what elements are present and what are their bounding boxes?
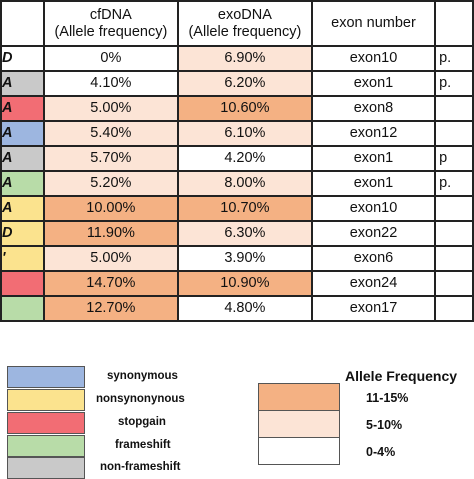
legend-label: nonsynonynous: [96, 393, 185, 405]
table-row: A 5.40% 6.10% exon12: [0, 120, 474, 147]
table-row: D 11.90% 6.30% exon22: [0, 220, 474, 247]
variant-color-cell: [0, 270, 45, 297]
cfdna-frequency-cell: 5.00%: [42, 95, 179, 122]
legend-label: stopgain: [118, 416, 166, 428]
header-exodna-line2: (Allele frequency): [188, 23, 302, 40]
exodna-frequency-cell: 6.10%: [176, 120, 313, 147]
exon-number-cell: exon10: [310, 195, 437, 222]
exodna-frequency-cell: 10.70%: [176, 195, 313, 222]
exodna-frequency-cell: 10.60%: [176, 95, 313, 122]
legend-swatch: [7, 366, 85, 388]
cfdna-frequency-cell: 11.90%: [42, 220, 179, 247]
exon-number-cell: exon10: [310, 45, 437, 72]
variant-table: cfDNA (Allele frequency) exoDNA (Allele …: [0, 0, 474, 322]
header-cfdna-line2: (Allele frequency): [54, 23, 168, 40]
protein-change-cell: [434, 245, 474, 272]
protein-change-cell: [434, 195, 474, 222]
protein-change-cell: [434, 120, 474, 147]
cfdna-frequency-cell: 5.70%: [42, 145, 179, 172]
exon-number-cell: exon24: [310, 270, 437, 297]
cfdna-frequency-cell: 0%: [42, 45, 179, 72]
exon-number-cell: exon17: [310, 295, 437, 322]
cfdna-frequency-cell: 14.70%: [42, 270, 179, 297]
exodna-frequency-cell: 6.90%: [176, 45, 313, 72]
exon-number-cell: exon22: [310, 220, 437, 247]
allele-frequency-legend-title: Allele Frequency: [345, 368, 458, 384]
protein-change-cell: [434, 270, 474, 297]
header-exodna-line1: exoDNA: [217, 6, 272, 23]
legend-swatch: [7, 435, 85, 457]
header-exodna: exoDNA (Allele frequency): [176, 0, 313, 47]
table-row: A 5.20% 8.00% exon1 p.: [0, 170, 474, 197]
table-row: A 5.00% 10.60% exon8: [0, 95, 474, 122]
exodna-frequency-cell: 6.20%: [176, 70, 313, 97]
variant-color-cell: D: [0, 45, 45, 72]
variant-color-cell: [0, 295, 45, 322]
protein-change-cell: p.: [434, 45, 474, 72]
legend-label: frameshift: [115, 439, 171, 451]
header-cfdna: cfDNA (Allele frequency): [42, 0, 179, 47]
header-blank-left: [0, 0, 45, 47]
header-exon-number: exon number: [310, 0, 437, 47]
af-legend-swatch: [258, 383, 340, 411]
legend-label: synonymous: [107, 370, 178, 382]
exodna-frequency-cell: 6.30%: [176, 220, 313, 247]
af-legend-label: 5-10%: [366, 418, 403, 432]
exodna-frequency-cell: 3.90%: [176, 245, 313, 272]
table-row: 14.70% 10.90% exon24: [0, 270, 474, 297]
cfdna-frequency-cell: 5.40%: [42, 120, 179, 147]
table-row: ' 5.00% 3.90% exon6: [0, 245, 474, 272]
af-legend-swatch: [258, 437, 340, 465]
legend-label: non-frameshift: [100, 461, 181, 473]
exon-number-cell: exon1: [310, 70, 437, 97]
af-legend-label: 0-4%: [366, 445, 396, 459]
cfdna-frequency-cell: 4.10%: [42, 70, 179, 97]
legend-swatch: [7, 457, 85, 479]
exodna-frequency-cell: 8.00%: [176, 170, 313, 197]
protein-change-cell: p: [434, 145, 474, 172]
variant-color-cell: A: [0, 170, 45, 197]
table-row: D 0% 6.90% exon10 p.: [0, 45, 474, 72]
exon-number-cell: exon12: [310, 120, 437, 147]
exodna-frequency-cell: 4.20%: [176, 145, 313, 172]
exodna-frequency-cell: 10.90%: [176, 270, 313, 297]
exodna-frequency-cell: 4.80%: [176, 295, 313, 322]
exon-number-cell: exon6: [310, 245, 437, 272]
legend-swatch: [7, 389, 85, 411]
cfdna-frequency-cell: 5.00%: [42, 245, 179, 272]
legend-swatch: [7, 412, 85, 434]
protein-change-cell: [434, 295, 474, 322]
af-legend-label: 11-15%: [366, 391, 409, 405]
protein-change-cell: [434, 220, 474, 247]
variant-color-cell: A: [0, 195, 45, 222]
cfdna-frequency-cell: 12.70%: [42, 295, 179, 322]
af-legend-swatch: [258, 410, 340, 438]
exon-number-cell: exon8: [310, 95, 437, 122]
table-row: 12.70% 4.80% exon17: [0, 295, 474, 322]
protein-change-cell: [434, 95, 474, 122]
protein-change-cell: p.: [434, 70, 474, 97]
header-blank-right: [434, 0, 474, 47]
variant-color-cell: A: [0, 95, 45, 122]
table-header-row: cfDNA (Allele frequency) exoDNA (Allele …: [0, 0, 474, 47]
variant-color-cell: ': [0, 245, 45, 272]
exon-number-cell: exon1: [310, 145, 437, 172]
header-cfdna-line1: cfDNA: [89, 6, 132, 23]
variant-color-cell: A: [0, 70, 45, 97]
variant-color-cell: D: [0, 220, 45, 247]
variant-color-cell: A: [0, 145, 45, 172]
exon-number-cell: exon1: [310, 170, 437, 197]
table-row: A 4.10% 6.20% exon1 p.: [0, 70, 474, 97]
table-row: A 5.70% 4.20% exon1 p: [0, 145, 474, 172]
protein-change-cell: p.: [434, 170, 474, 197]
table-row: A 10.00% 10.70% exon10: [0, 195, 474, 222]
cfdna-frequency-cell: 10.00%: [42, 195, 179, 222]
variant-color-cell: A: [0, 120, 45, 147]
cfdna-frequency-cell: 5.20%: [42, 170, 179, 197]
